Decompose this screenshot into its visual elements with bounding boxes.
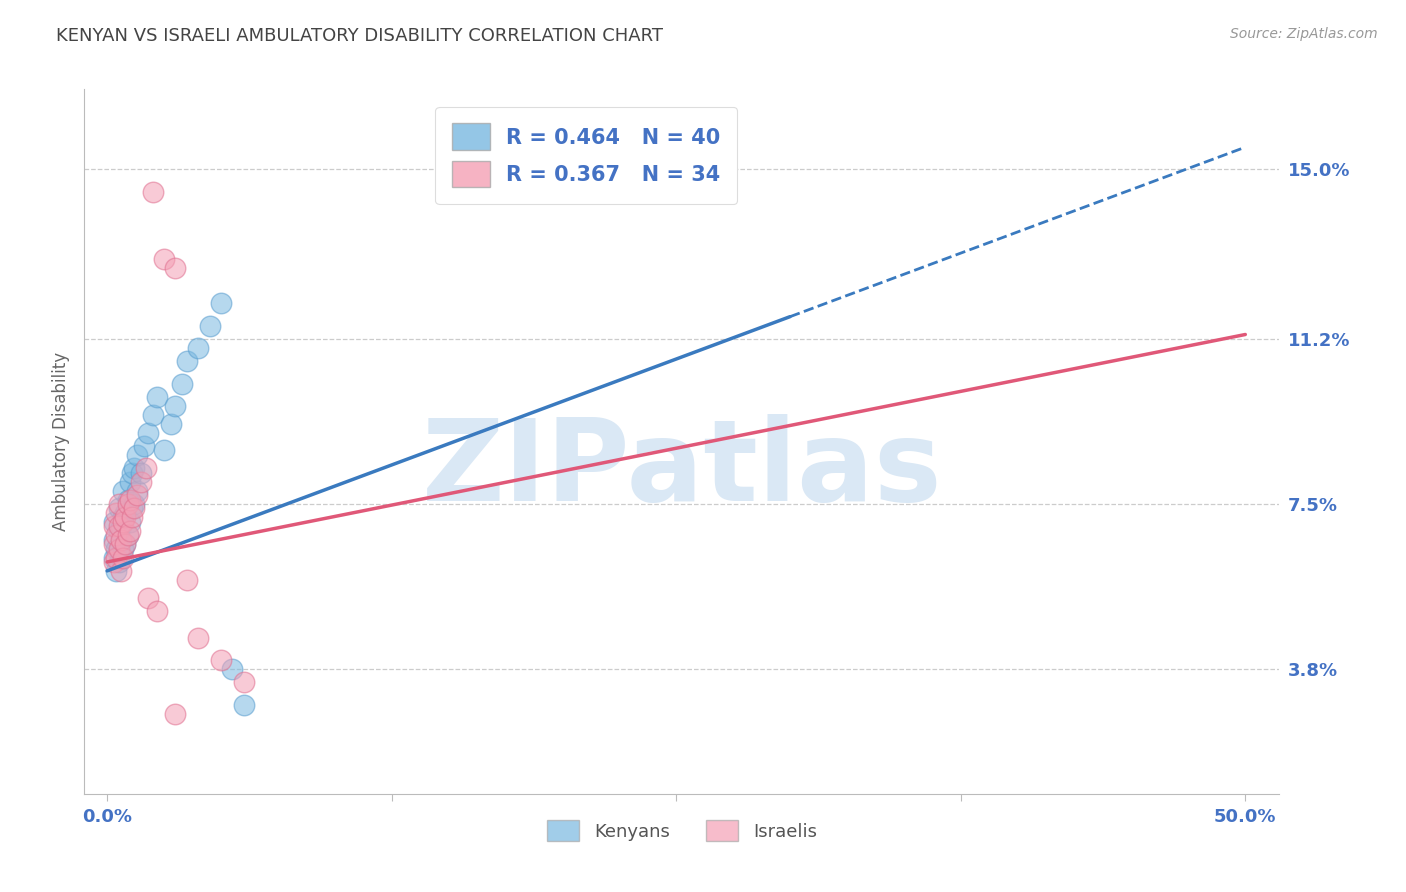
Point xyxy=(124,501,146,516)
Point xyxy=(176,354,198,368)
Point xyxy=(232,675,254,690)
Point xyxy=(160,417,183,431)
Point xyxy=(117,528,139,542)
Point xyxy=(105,541,128,556)
Point xyxy=(232,698,254,712)
Point xyxy=(124,497,146,511)
Text: Source: ZipAtlas.com: Source: ZipAtlas.com xyxy=(1230,27,1378,41)
Point xyxy=(103,550,125,565)
Point xyxy=(121,510,143,524)
Point xyxy=(187,341,209,355)
Point xyxy=(221,662,243,676)
Point xyxy=(129,475,152,489)
Point xyxy=(153,252,176,266)
Point xyxy=(118,524,141,538)
Point xyxy=(110,550,132,565)
Point xyxy=(107,524,129,538)
Point xyxy=(135,461,157,475)
Point xyxy=(209,653,232,667)
Legend: Kenyans, Israelis: Kenyans, Israelis xyxy=(540,813,824,848)
Point xyxy=(146,604,169,618)
Point xyxy=(176,573,198,587)
Point xyxy=(105,528,128,542)
Point xyxy=(105,506,128,520)
Point xyxy=(165,399,187,413)
Point xyxy=(187,631,209,645)
Point xyxy=(110,533,132,547)
Text: ZIPatlas: ZIPatlas xyxy=(422,414,942,525)
Point xyxy=(114,537,136,551)
Y-axis label: Ambulatory Disability: Ambulatory Disability xyxy=(52,352,70,531)
Point xyxy=(112,541,135,556)
Point xyxy=(209,296,232,310)
Point xyxy=(103,555,125,569)
Point xyxy=(125,448,148,462)
Point xyxy=(107,555,129,569)
Point xyxy=(103,533,125,547)
Point xyxy=(103,515,125,529)
Point xyxy=(121,466,143,480)
Point xyxy=(142,408,165,422)
Point xyxy=(124,461,146,475)
Point xyxy=(110,564,132,578)
Point xyxy=(114,537,136,551)
Point xyxy=(125,488,148,502)
Point xyxy=(112,515,135,529)
Point xyxy=(105,550,128,565)
Point xyxy=(103,537,125,551)
Point xyxy=(112,510,135,524)
Point xyxy=(136,425,159,440)
Point xyxy=(118,475,141,489)
Point xyxy=(105,564,128,578)
Point xyxy=(107,497,129,511)
Point xyxy=(118,492,141,507)
Point xyxy=(142,185,165,199)
Point xyxy=(107,541,129,556)
Point xyxy=(172,376,194,391)
Point xyxy=(129,466,152,480)
Point xyxy=(198,318,221,333)
Point xyxy=(165,260,187,275)
Point xyxy=(107,501,129,516)
Point xyxy=(112,550,135,565)
Point xyxy=(132,439,155,453)
Point xyxy=(112,483,135,498)
Point xyxy=(121,501,143,516)
Point xyxy=(118,515,141,529)
Point xyxy=(114,506,136,520)
Point xyxy=(103,519,125,533)
Point xyxy=(117,492,139,507)
Point xyxy=(125,483,148,498)
Point xyxy=(107,519,129,533)
Point xyxy=(136,591,159,605)
Point xyxy=(153,443,176,458)
Point xyxy=(117,528,139,542)
Point xyxy=(114,510,136,524)
Point xyxy=(110,519,132,533)
Point xyxy=(146,390,169,404)
Point xyxy=(117,497,139,511)
Text: KENYAN VS ISRAELI AMBULATORY DISABILITY CORRELATION CHART: KENYAN VS ISRAELI AMBULATORY DISABILITY … xyxy=(56,27,664,45)
Point xyxy=(165,706,187,721)
